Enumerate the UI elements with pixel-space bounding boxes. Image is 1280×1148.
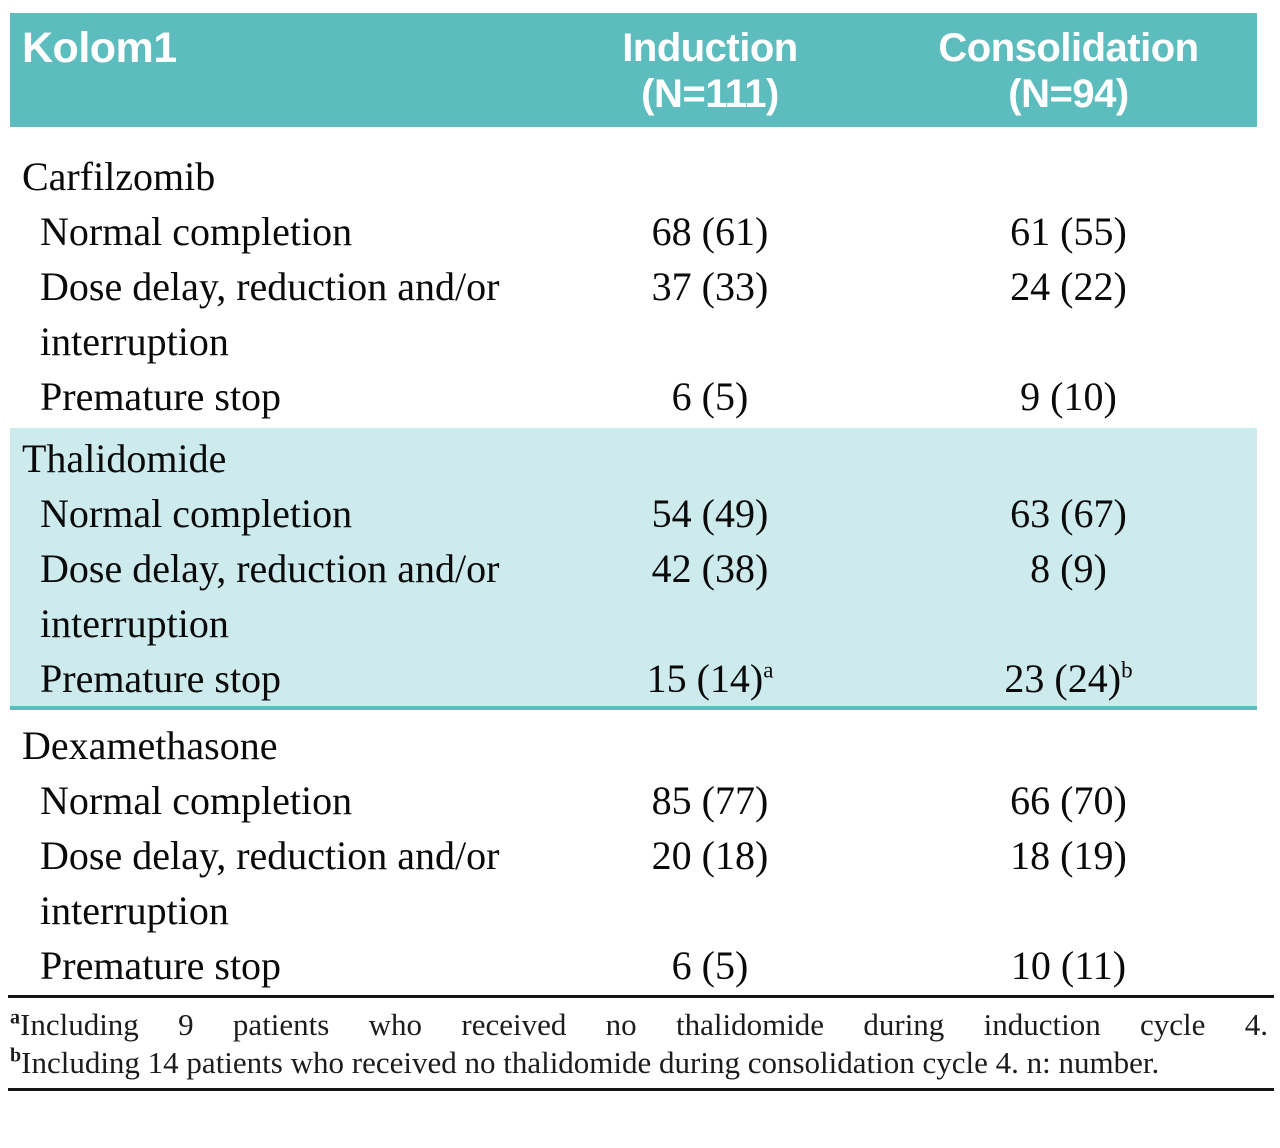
table-row: Normal completion 85 (77) 66 (70) [10,773,1257,828]
table-header-row: Kolom1 Induction (N=111) Consolidation (… [10,13,1257,127]
section-title: Carfilzomib [22,154,216,199]
header-induction-line1: Induction [622,26,798,70]
row-label: Premature stop [40,374,282,419]
table-row: Dose delay, reduction and/or interruptio… [10,259,1257,369]
footnote-marker-sup: b [1121,657,1133,683]
footnote-a-marker: a [10,1006,20,1029]
induction-value: 20 (18) [651,833,769,878]
table-row: Dose delay, reduction and/or interruptio… [10,828,1257,938]
table-footnotes: aIncluding 9 patients who received no th… [10,1006,1268,1082]
header-induction-n: (N=111) [641,72,779,116]
section-title: Thalidomide [22,436,227,481]
table-row: Normal completion 68 (61) 61 (55) [10,204,1257,259]
footnote-b: bIncluding 14 patients who received no t… [10,1044,1268,1082]
header-consolidation-line1: Consolidation [938,26,1199,70]
consolidation-value: 9 (10) [1020,374,1117,419]
row-label: Dose delay, reduction and/or interruptio… [40,264,500,364]
section-title: Dexamethasone [22,723,278,768]
header-col-induction: Induction (N=111) [540,25,880,127]
section-thalidomide: Thalidomide Normal completion 54 (49) 63… [10,428,1257,710]
footnote-divider-rule [8,995,1274,998]
footnote-b-marker: b [10,1044,22,1067]
induction-value: 6 (5) [671,943,749,988]
row-label: Premature stop [40,656,282,701]
row-label: Dose delay, reduction and/or interruptio… [40,833,500,933]
consolidation-value: 61 (55) [1010,209,1127,254]
treatment-completion-table: Kolom1 Induction (N=111) Consolidation (… [10,13,1257,995]
consolidation-value: 18 (19) [1010,833,1127,878]
section-carfilzomib: Carfilzomib Normal completion 68 (61) 61… [10,127,1257,428]
table-row: Normal completion 54 (49) 63 (67) [10,486,1257,541]
table-row: Premature stop 6 (5) 10 (11) [10,938,1257,993]
header-col-kolom1: Kolom1 [22,24,177,72]
table-row: Dose delay, reduction and/or interruptio… [10,541,1257,651]
table-row: Premature stop 6 (5) 9 (10) [10,369,1257,424]
consolidation-value: 8 (9) [1030,546,1107,591]
header-consolidation-n: (N=94) [1008,72,1129,116]
footnote-a: aIncluding 9 patients who received no th… [10,1006,1268,1044]
induction-value: 42 (38) [651,546,769,591]
consolidation-value: 24 (22) [1010,264,1127,309]
footnote-a-text: Including 9 patients who received no tha… [20,1007,1268,1042]
row-label: Normal completion [40,778,353,823]
row-label: Normal completion [40,491,353,536]
consolidation-value: 66 (70) [1010,778,1127,823]
induction-value: 54 (49) [651,491,769,536]
section-dexamethasone: Dexamethasone Normal completion 85 (77) … [10,710,1257,995]
induction-value: 15 (14)a [646,656,774,701]
footnote-b-text: Including 14 patients who received no th… [21,1045,1160,1080]
row-label: Dose delay, reduction and/or interruptio… [40,546,500,646]
header-col-consolidation: Consolidation (N=94) [880,25,1257,127]
induction-value: 85 (77) [651,778,769,823]
consolidation-value: 23 (24)b [1004,656,1133,701]
consolidation-value: 63 (67) [1010,491,1127,536]
consolidation-value: 10 (11) [1010,943,1127,988]
row-label: Premature stop [40,943,282,988]
induction-value: 37 (33) [651,264,769,309]
induction-value: 68 (61) [651,209,769,254]
table-row: Premature stop 15 (14)a 23 (24)b [10,651,1257,706]
footnote-marker-sup: a [763,657,774,683]
table-bottom-rule [8,1088,1274,1091]
row-label: Normal completion [40,209,353,254]
induction-value: 6 (5) [671,374,749,419]
